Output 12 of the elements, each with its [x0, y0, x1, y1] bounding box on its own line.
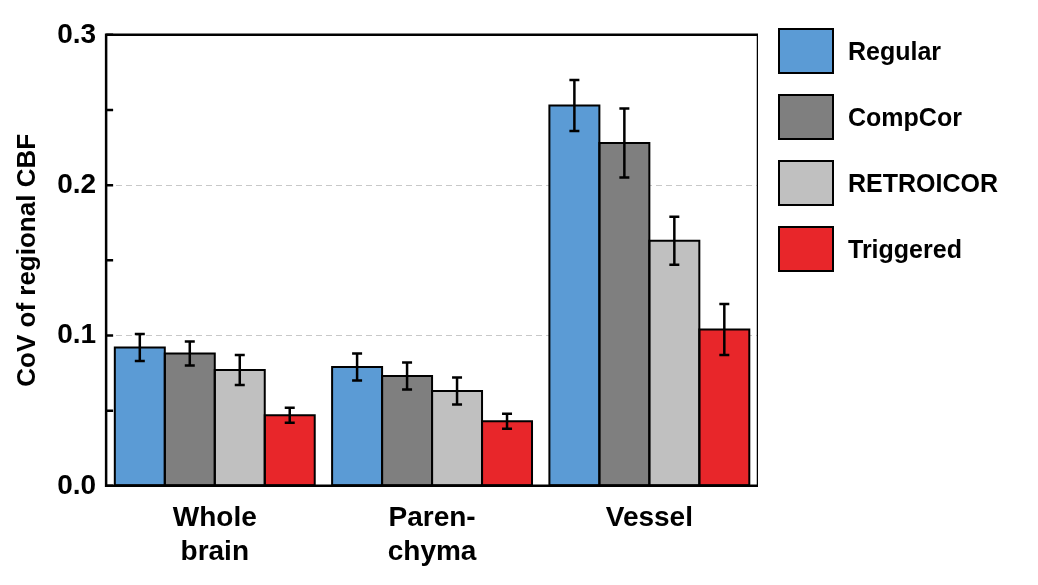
x-tick-label: Vessel — [605, 501, 693, 533]
y-tick-label: 0.2 — [57, 167, 97, 199]
y-tick-label: 0.1 — [57, 318, 97, 350]
y-tick-label: 0.3 — [57, 17, 97, 49]
x-tick-label: Whole brain — [172, 501, 257, 566]
y-axis-title: CoV of regional CBF — [10, 133, 41, 387]
legend-label: Triggered — [848, 234, 962, 264]
x-tick-label: Paren- chyma — [387, 501, 477, 566]
y-tick-label: 0.0 — [57, 468, 97, 500]
legend-label: RETROICOR — [848, 168, 998, 198]
legend-label: CompCor — [848, 102, 962, 132]
legend-label: Regular — [848, 36, 942, 66]
